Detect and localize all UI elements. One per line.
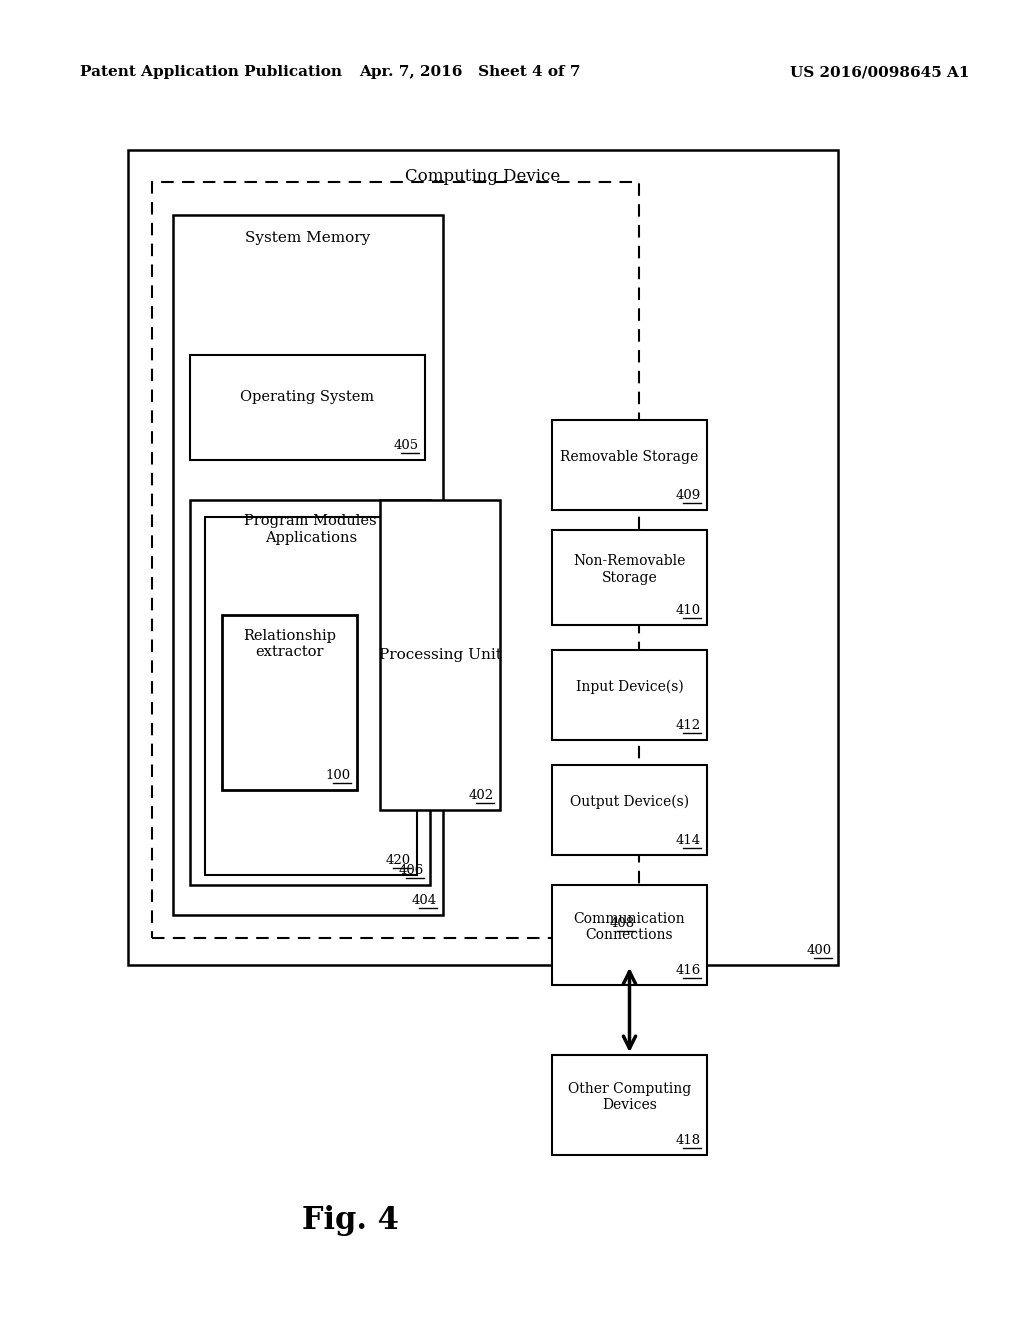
Text: 416: 416	[676, 964, 701, 977]
Text: Apr. 7, 2016   Sheet 4 of 7: Apr. 7, 2016 Sheet 4 of 7	[359, 65, 581, 79]
Text: 100: 100	[326, 770, 351, 781]
Bar	[552, 766, 707, 855]
Bar	[380, 500, 500, 810]
Text: 400: 400	[807, 944, 831, 957]
Text: Removable Storage: Removable Storage	[560, 450, 698, 465]
Text: Other Computing
Devices: Other Computing Devices	[568, 1082, 691, 1111]
Bar	[552, 420, 707, 510]
Text: Computing Device: Computing Device	[406, 168, 560, 185]
Text: 418: 418	[676, 1134, 701, 1147]
Text: 420: 420	[386, 854, 411, 867]
Text: Output Device(s): Output Device(s)	[570, 795, 689, 809]
Text: 402: 402	[469, 789, 494, 803]
Text: 404: 404	[412, 894, 437, 907]
Text: Processing Unit: Processing Unit	[379, 648, 502, 663]
Text: Patent Application Publication: Patent Application Publication	[80, 65, 342, 79]
Text: Applications: Applications	[265, 531, 357, 545]
Text: 408: 408	[610, 917, 635, 931]
Text: Communication
Connections: Communication Connections	[573, 912, 685, 942]
Bar	[552, 531, 707, 624]
Bar	[222, 615, 357, 789]
Text: 405: 405	[394, 440, 419, 451]
Text: Operating System: Operating System	[241, 391, 375, 404]
Bar	[190, 500, 430, 884]
Text: 410: 410	[676, 605, 701, 616]
Bar	[552, 1055, 707, 1155]
Text: Input Device(s): Input Device(s)	[575, 680, 683, 694]
Bar	[128, 150, 838, 965]
Bar	[173, 215, 443, 915]
Bar	[552, 649, 707, 741]
Bar	[190, 355, 425, 459]
Bar	[552, 884, 707, 985]
Text: 414: 414	[676, 834, 701, 847]
Text: 406: 406	[398, 865, 424, 876]
Text: Non-Removable
Storage: Non-Removable Storage	[573, 554, 686, 585]
Text: Program Modules: Program Modules	[244, 513, 376, 528]
Text: System Memory: System Memory	[246, 231, 371, 246]
Text: US 2016/0098645 A1: US 2016/0098645 A1	[791, 65, 970, 79]
Text: Relationship
extractor: Relationship extractor	[243, 630, 336, 659]
Bar	[205, 517, 417, 875]
Text: 409: 409	[676, 488, 701, 502]
Text: 412: 412	[676, 719, 701, 733]
Text: Fig. 4: Fig. 4	[301, 1204, 398, 1236]
Bar	[152, 182, 639, 939]
